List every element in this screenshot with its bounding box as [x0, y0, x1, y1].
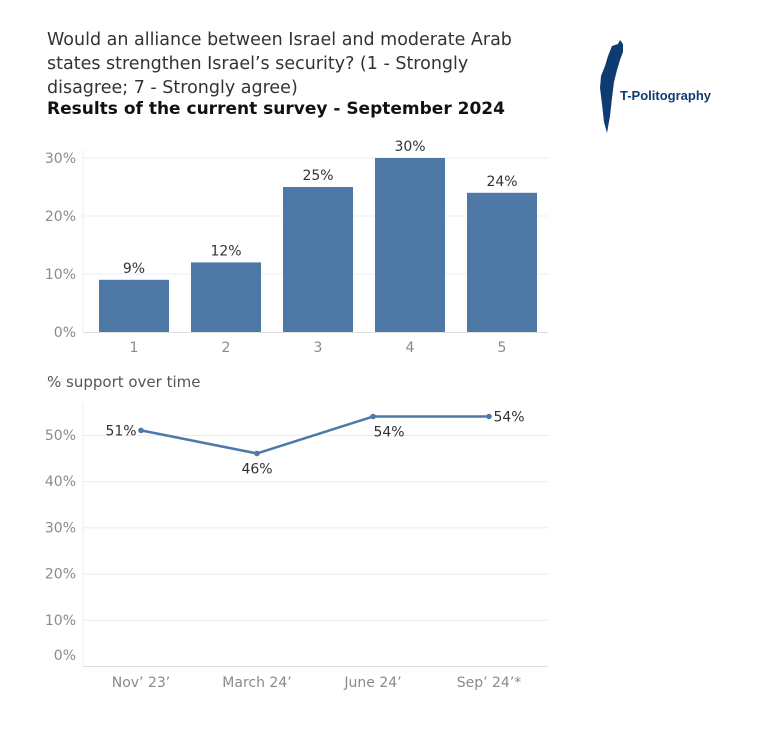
line-y-tick-label: 0% [54, 648, 76, 664]
bar-value-label: 24% [486, 174, 517, 190]
line-point [254, 450, 260, 457]
bar-y-tick-label: 0% [54, 325, 76, 341]
line-y-tick-label: 50% [45, 428, 76, 444]
bar [375, 158, 445, 332]
line-x-tick-label: Sep’ 24’* [457, 675, 522, 691]
bar [283, 187, 353, 332]
chart-title: Would an alliance between Israel and mod… [47, 30, 512, 98]
line-point [138, 427, 144, 434]
line-x-tick-label: Nov’ 23’ [112, 675, 171, 691]
bar [467, 192, 537, 332]
line-x-tick-label: March 24’ [222, 675, 291, 691]
line-x-tick-label: June 24’ [343, 675, 401, 691]
bar-y-tick-label: 10% [45, 267, 76, 283]
bar [191, 262, 261, 332]
line-y-tick-label: 20% [45, 567, 76, 583]
bar-value-label: 12% [210, 243, 241, 259]
bar-value-label: 9% [123, 261, 145, 277]
line-value-label: 51% [105, 423, 136, 439]
bar-x-tick-label: 3 [314, 340, 323, 356]
line-value-label: 46% [241, 461, 272, 477]
line-series [140, 415, 489, 455]
line-point [486, 413, 492, 420]
line-y-tick-label: 30% [45, 520, 76, 536]
bar [99, 279, 169, 332]
line-y-tick-label: 10% [45, 613, 76, 629]
bar-value-label: 25% [302, 168, 333, 184]
bar-x-tick-label: 1 [130, 340, 139, 356]
bar-x-tick-label: 5 [498, 340, 507, 356]
line-chart-section-label: % support over time [47, 373, 201, 391]
bar-y-tick-label: 20% [45, 209, 76, 225]
line-point [370, 413, 376, 420]
bar-x-tick-label: 2 [222, 340, 231, 356]
line-y-tick-label: 40% [45, 474, 76, 490]
bar-value-label: 30% [394, 139, 425, 155]
bar-y-tick-label: 30% [45, 151, 76, 167]
chart-subtitle: Results of the current survey - Septembe… [47, 99, 505, 119]
line-value-label: 54% [373, 425, 404, 441]
brand-logo-text: T-Politography [620, 88, 711, 103]
israel-map-logo-icon [600, 40, 623, 133]
bar-x-tick-label: 4 [406, 340, 415, 356]
line-value-label: 54% [493, 410, 524, 426]
